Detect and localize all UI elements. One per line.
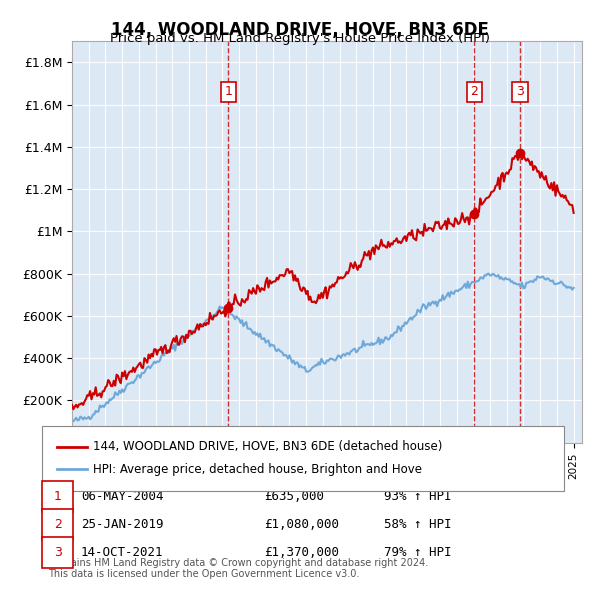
Text: 144, WOODLAND DRIVE, HOVE, BN3 6DE (detached house): 144, WOODLAND DRIVE, HOVE, BN3 6DE (deta… bbox=[93, 440, 442, 453]
Text: 1: 1 bbox=[224, 86, 232, 99]
Text: Price paid vs. HM Land Registry's House Price Index (HPI): Price paid vs. HM Land Registry's House … bbox=[110, 32, 490, 45]
Text: £635,000: £635,000 bbox=[264, 490, 324, 503]
Text: Contains HM Land Registry data © Crown copyright and database right 2024.
This d: Contains HM Land Registry data © Crown c… bbox=[48, 558, 428, 579]
Text: HPI: Average price, detached house, Brighton and Hove: HPI: Average price, detached house, Brig… bbox=[93, 463, 422, 476]
Text: 3: 3 bbox=[516, 86, 524, 99]
Text: £1,080,000: £1,080,000 bbox=[264, 518, 339, 531]
Text: 144, WOODLAND DRIVE, HOVE, BN3 6DE: 144, WOODLAND DRIVE, HOVE, BN3 6DE bbox=[111, 21, 489, 39]
Text: 06-MAY-2004: 06-MAY-2004 bbox=[81, 490, 163, 503]
Text: 3: 3 bbox=[53, 546, 62, 559]
Text: £1,370,000: £1,370,000 bbox=[264, 546, 339, 559]
Text: 93% ↑ HPI: 93% ↑ HPI bbox=[384, 490, 452, 503]
Text: 14-OCT-2021: 14-OCT-2021 bbox=[81, 546, 163, 559]
Text: 1: 1 bbox=[53, 490, 62, 503]
Text: 58% ↑ HPI: 58% ↑ HPI bbox=[384, 518, 452, 531]
Text: 79% ↑ HPI: 79% ↑ HPI bbox=[384, 546, 452, 559]
Text: 2: 2 bbox=[470, 86, 478, 99]
Text: 2: 2 bbox=[53, 518, 62, 531]
Text: 25-JAN-2019: 25-JAN-2019 bbox=[81, 518, 163, 531]
